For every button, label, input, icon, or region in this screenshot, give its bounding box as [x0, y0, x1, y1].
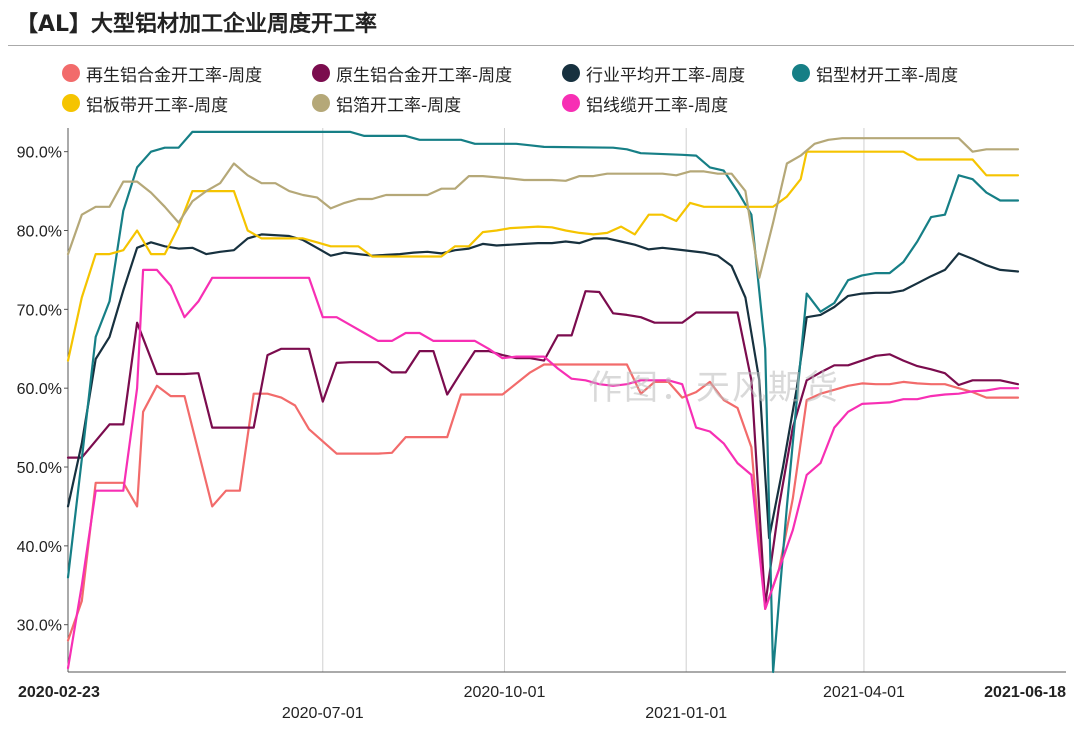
chart-title: 【AL】大型铝材加工企业周度开工率: [16, 12, 378, 37]
legend-swatch: [792, 64, 810, 82]
y-tick-label: 50.0%: [17, 460, 62, 477]
series-line-6: [66, 268, 1020, 670]
series-line-0: [66, 363, 1020, 642]
y-tick-label: 80.0%: [17, 223, 62, 240]
series-line-5: [66, 137, 1020, 279]
legend-item-foil[interactable]: 铝箔开工率-周度: [312, 91, 562, 116]
legend-item-industry-average[interactable]: 行业平均开工率-周度: [562, 61, 792, 86]
y-tick-label: 60.0%: [17, 381, 62, 398]
x-tick-label: 2021-01-01: [645, 705, 727, 722]
legend-label: 再生铝合金开工率-周度: [86, 65, 263, 86]
legend-label: 铝型材开工率-周度: [816, 65, 959, 86]
chart-legend: 再生铝合金开工率-周度 原生铝合金开工率-周度 行业平均开工率-周度 铝型材开工…: [62, 58, 1072, 118]
y-tick-label: 30.0%: [17, 618, 62, 635]
x-tick-label: 2021-06-18: [984, 684, 1066, 701]
legend-item-primary-alloy[interactable]: 原生铝合金开工率-周度: [312, 61, 562, 86]
x-tick-label: 2020-07-01: [282, 705, 364, 722]
legend-item-profile[interactable]: 铝型材开工率-周度: [792, 61, 958, 86]
series-line-4: [66, 150, 1020, 362]
watermark: 作图：天风期货: [588, 368, 840, 408]
series-line-1: [66, 290, 1020, 607]
x-tick-label: 2020-02-23: [18, 684, 100, 701]
legend-label: 铝箔开工率-周度: [336, 95, 462, 116]
legend-label: 铝线缆开工率-周度: [586, 95, 729, 116]
legend-label: 铝板带开工率-周度: [86, 95, 229, 116]
y-tick-label: 90.0%: [17, 145, 62, 162]
legend-swatch: [62, 64, 80, 82]
x-tick-label: 2021-04-01: [823, 684, 905, 701]
legend-swatch: [62, 94, 80, 112]
legend-swatch: [562, 64, 580, 82]
legend-label: 原生铝合金开工率-周度: [336, 65, 513, 86]
legend-swatch: [312, 94, 330, 112]
legend-item-sheet-strip[interactable]: 铝板带开工率-周度: [62, 91, 312, 116]
legend-row-1: 再生铝合金开工率-周度 原生铝合金开工率-周度 行业平均开工率-周度 铝型材开工…: [62, 58, 1072, 88]
x-tick-label: 2020-10-01: [464, 684, 546, 701]
title-divider: [8, 45, 1074, 46]
y-tick-label: 40.0%: [17, 539, 62, 556]
legend-label: 行业平均开工率-周度: [586, 65, 746, 86]
legend-item-recycled-alloy[interactable]: 再生铝合金开工率-周度: [62, 61, 312, 86]
series-line-3: [66, 130, 1020, 674]
legend-item-cable[interactable]: 铝线缆开工率-周度: [562, 91, 728, 116]
legend-swatch: [312, 64, 330, 82]
series-line-2: [66, 233, 1020, 540]
legend-swatch: [562, 94, 580, 112]
legend-row-2: 铝板带开工率-周度 铝箔开工率-周度 铝线缆开工率-周度: [62, 88, 1072, 118]
y-tick-label: 70.0%: [17, 302, 62, 319]
